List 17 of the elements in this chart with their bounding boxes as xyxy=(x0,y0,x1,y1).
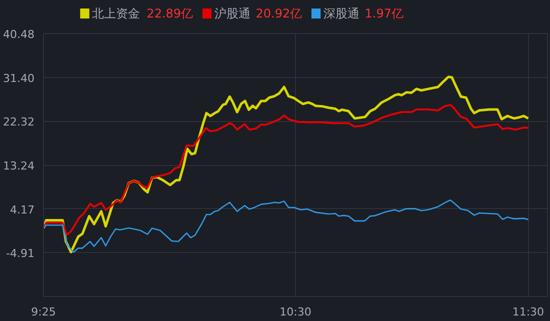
line-series xyxy=(44,199,529,253)
x-tick-label: 11:30 xyxy=(512,306,544,318)
y-tick-label: 40.48 xyxy=(3,28,35,41)
y-tick-label: 4.17 xyxy=(10,203,35,216)
legend-label: 北上资金 xyxy=(92,6,140,20)
x-tick-label: 9:25 xyxy=(31,306,56,318)
y-tick-label: 31.40 xyxy=(3,72,35,85)
line-series xyxy=(44,104,530,236)
x-tick-label: 10:30 xyxy=(280,306,312,318)
y-tick-label: 13.24 xyxy=(3,160,35,173)
legend-label: 深股通 xyxy=(323,6,360,20)
y-tick-label: 22.32 xyxy=(3,116,35,129)
y-tick-label: -4.91 xyxy=(6,247,35,260)
text: 1.97亿 xyxy=(364,6,404,20)
legend-label: 沪股通 xyxy=(214,6,250,20)
text: 22.89亿 xyxy=(146,6,194,20)
text: 20.92亿 xyxy=(256,6,302,20)
